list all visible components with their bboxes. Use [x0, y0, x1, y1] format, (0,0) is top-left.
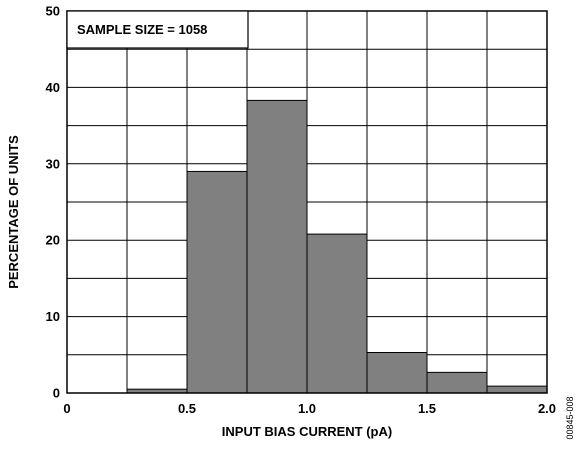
histogram-bar-3 [246, 99, 308, 394]
histogram-bar-5 [366, 352, 428, 394]
y-tick-label: 20 [46, 233, 60, 248]
y-tick-label: 50 [46, 4, 60, 19]
x-tick-label: 1.5 [418, 401, 436, 416]
histogram-bar-2 [186, 170, 248, 394]
y-tick-label: 10 [46, 309, 60, 324]
x-axis-title: INPUT BIAS CURRENT (pA) [222, 424, 392, 439]
histogram-bar-6 [426, 371, 488, 394]
y-tick-label: 40 [46, 80, 60, 95]
plot-frame [66, 10, 548, 394]
x-tick-label: 1.0 [298, 401, 316, 416]
y-tick-labels: 0 10 20 30 40 50 [46, 4, 60, 401]
y-tick-label: 30 [46, 156, 60, 171]
bars [126, 99, 548, 394]
x-tick-labels: 0 0.5 1.0 1.5 2.0 [63, 401, 556, 416]
annotation-box [66, 10, 249, 49]
histogram-bar-4 [306, 233, 368, 394]
x-tick-label: 0.5 [178, 401, 196, 416]
y-tick-label: 0 [53, 386, 60, 401]
figure-id: 00845-008 [565, 396, 575, 439]
y-axis-title: PERCENTAGE OF UNITS [6, 135, 21, 289]
histogram-bar-7 [486, 385, 548, 394]
sample-size-annotation: SAMPLE SIZE = 1058 [77, 22, 207, 37]
x-tick-label: 0 [63, 401, 70, 416]
x-tick-label: 2.0 [538, 401, 556, 416]
